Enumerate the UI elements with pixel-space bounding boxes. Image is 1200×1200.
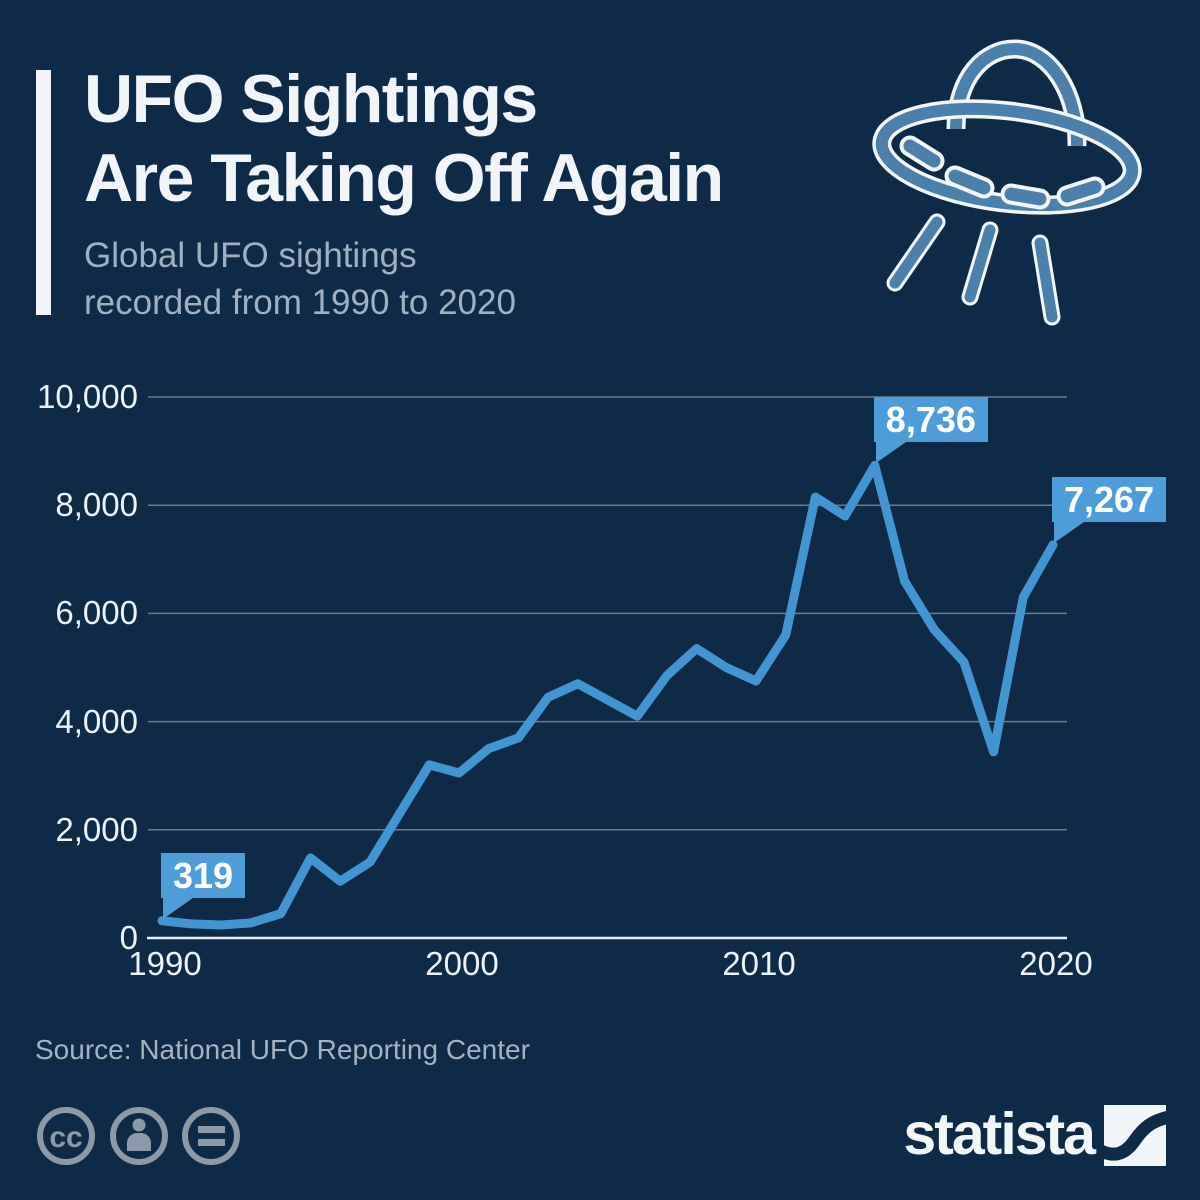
cc-nd-equals-icon xyxy=(182,1107,240,1165)
cc-icon xyxy=(37,1107,95,1165)
ufo-windows xyxy=(899,135,1106,210)
sightings-data-line xyxy=(157,460,1058,930)
page-subtitle: Global UFO sightings recorded from 1990 … xyxy=(84,232,516,326)
equals-bottom-bar xyxy=(198,1139,225,1146)
equals-top-bar xyxy=(198,1126,225,1133)
ufo-saucer xyxy=(872,99,1142,215)
license-icons: cc xyxy=(37,1107,240,1165)
statista-wordmark: statista xyxy=(903,1101,1096,1167)
title-line-1: UFO Sightings xyxy=(84,61,538,137)
page-title: UFO Sightings Are Taking Off Again xyxy=(84,60,724,218)
source-note: Source: National UFO Reporting Center xyxy=(35,1034,530,1065)
title-line-2: Are Taking Off Again xyxy=(84,140,724,216)
person-head xyxy=(132,1118,146,1132)
subtitle-line-2: recorded from 1990 to 2020 xyxy=(84,283,516,322)
cc-by-person-icon xyxy=(110,1107,168,1165)
ufo-icon xyxy=(872,39,1142,326)
statista-logo-mark xyxy=(1104,1105,1166,1166)
cc-letters: cc xyxy=(49,1121,82,1154)
title-accent-bar xyxy=(36,70,51,315)
ufo-beams xyxy=(886,213,1061,326)
subtitle-line-1: Global UFO sightings xyxy=(84,236,417,275)
ufo-dome xyxy=(946,39,1087,147)
person-body xyxy=(127,1133,151,1151)
